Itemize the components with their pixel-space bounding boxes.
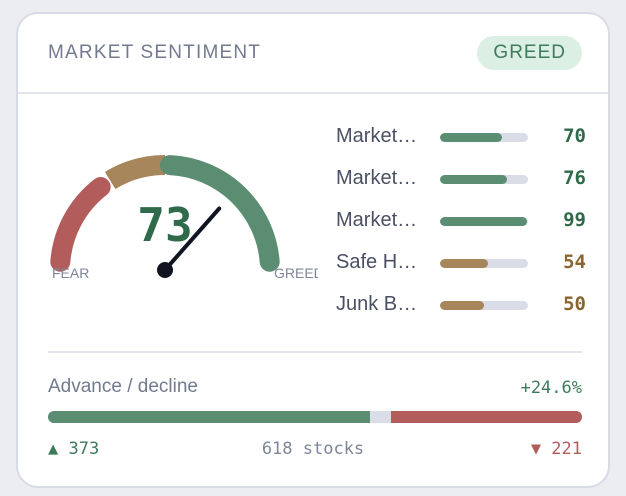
metric-row: Safe H… 54: [336, 242, 586, 284]
metric-value: 99: [563, 209, 586, 231]
metric-row: Market… 99: [336, 200, 586, 242]
metric-fill: [440, 175, 507, 184]
metric-row: Market… 76: [336, 158, 586, 200]
metric-value: 70: [563, 125, 586, 147]
advance-segment: [48, 411, 371, 423]
gauge-max-label: GREED: [274, 265, 318, 281]
metric-value: 76: [563, 167, 586, 189]
card-title: MARKET SENTIMENT: [48, 42, 262, 63]
advancers-count: ▲ 373: [48, 439, 100, 459]
unchanged-segment: [370, 411, 392, 423]
metric-label: Junk B…: [336, 293, 418, 315]
metric-label: Safe H…: [336, 251, 418, 273]
market-sentiment-card: MARKET SENTIMENT GREED 73 FEAR GREED Mar…: [16, 12, 610, 488]
metric-label: Market…: [336, 209, 418, 231]
sentiment-badge: GREED: [477, 36, 582, 70]
sentiment-gauge: 73 FEAR GREED: [50, 155, 318, 281]
metric-fill: [440, 133, 502, 142]
metric-list: Market… 70 Market… 76 Market… 99 Safe H……: [336, 116, 586, 326]
gauge-min-label: FEAR: [52, 265, 89, 281]
gauge-needle: [163, 206, 222, 272]
metric-track: [440, 175, 528, 184]
metric-track: [440, 301, 528, 310]
gauge-fear-arc: [50, 177, 111, 272]
advance-decline-label: Advance / decline: [48, 376, 198, 397]
gauge-needle-pivot: [157, 262, 173, 278]
gauge-value: 73: [137, 198, 192, 252]
metric-track: [440, 259, 528, 268]
metric-fill: [440, 259, 488, 268]
decliners-count: ▼ 221: [530, 439, 582, 459]
section-divider: [48, 351, 582, 353]
gauge-neutral-arc: [104, 155, 166, 190]
metric-fill: [440, 217, 528, 226]
metric-label: Market…: [336, 125, 418, 147]
metric-row: Market… 70: [336, 116, 586, 158]
advance-decline-bar: [48, 411, 582, 423]
metric-track: [440, 217, 528, 226]
card-header: MARKET SENTIMENT GREED: [18, 14, 608, 94]
total-stocks: 618 stocks: [261, 439, 365, 459]
metric-label: Market…: [336, 167, 418, 189]
metric-track: [440, 133, 528, 142]
metric-row: Junk B… 50: [336, 284, 586, 326]
metric-fill: [440, 301, 484, 310]
advance-decline-change: +24.6%: [520, 378, 582, 398]
gauge-greed-arc: [159, 155, 280, 272]
decline-segment: [391, 411, 582, 423]
metric-value: 54: [563, 251, 586, 273]
metric-value: 50: [563, 293, 586, 315]
